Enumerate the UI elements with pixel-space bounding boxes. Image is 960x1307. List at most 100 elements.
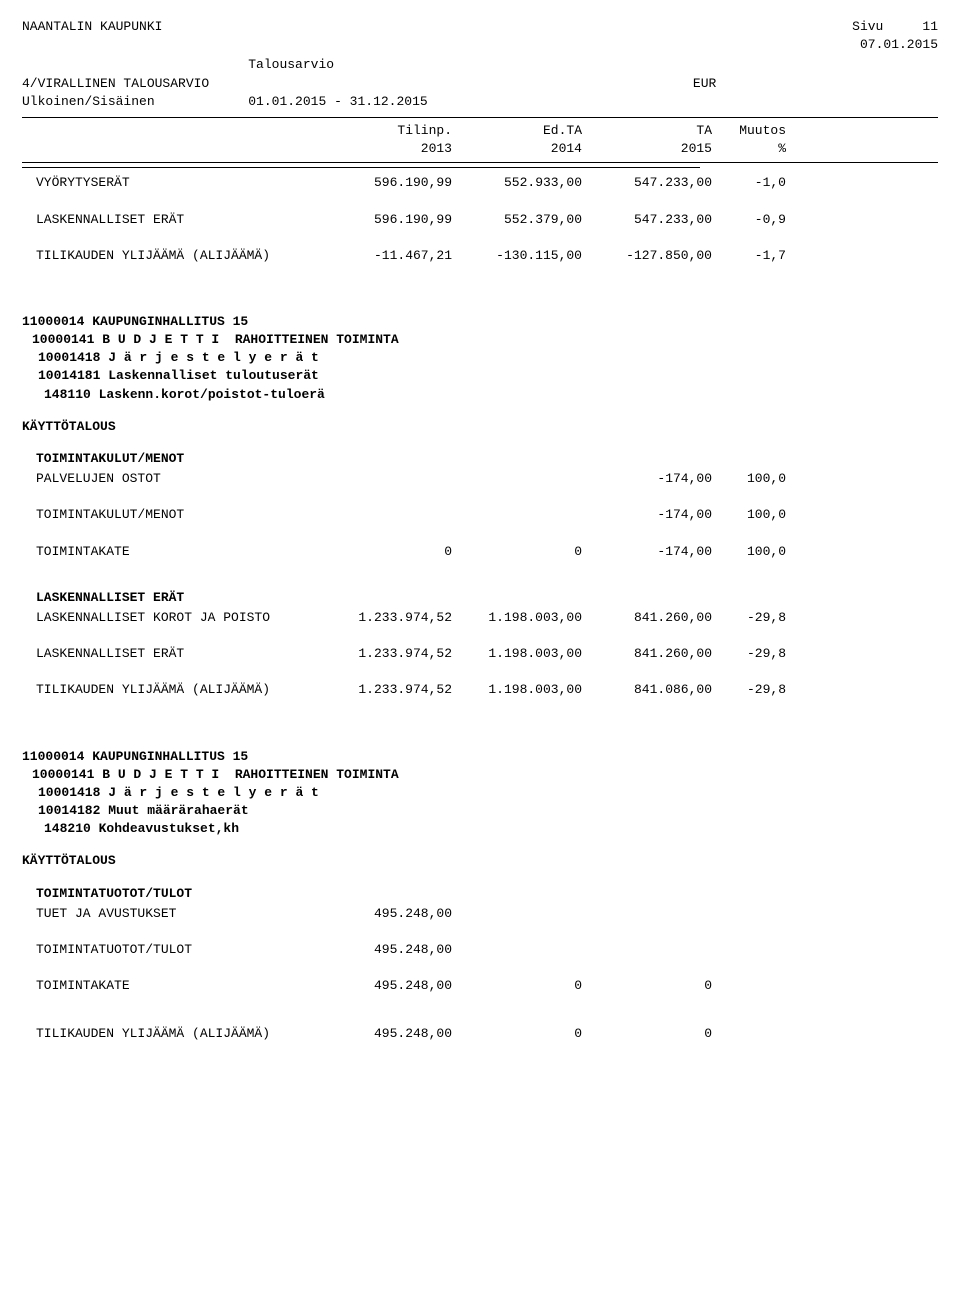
s1-l5: 148110 Laskenn.korot/poistot-tuloerä	[22, 386, 938, 404]
row-label: TOIMINTAKULUT/MENOT	[22, 506, 322, 524]
s2-group1: TOIMINTATUOTOT/TULOT TUET JA AVUSTUKSET4…	[22, 885, 938, 925]
row-c3: 547.233,00	[582, 174, 712, 192]
row-label: TOIMINTATUOTOT/TULOT	[22, 941, 322, 959]
row-c3: -174,00	[582, 543, 712, 561]
divider	[22, 162, 938, 163]
row-c4: 100,0	[712, 470, 792, 488]
s1-kt: KÄYTTÖTALOUS	[22, 418, 938, 436]
s1-l1: 11000014 KAUPUNGINHALLITUS 15	[22, 313, 938, 331]
row-label: LASKENNALLISET ERÄT	[22, 645, 322, 663]
s1-g2-title: LASKENNALLISET ERÄT	[22, 589, 938, 607]
row-c2: 0	[452, 1025, 582, 1043]
row-c4: -0,9	[712, 211, 792, 229]
row-c2: 1.198.003,00	[452, 645, 582, 663]
s1-rows1: PALVELUJEN OSTOT-174,00100,0	[22, 468, 938, 490]
s2-l1: 11000014 KAUPUNGINHALLITUS 15	[22, 748, 938, 766]
row-c1: 596.190,99	[322, 211, 452, 229]
s1-g1-title: TOIMINTAKULUT/MENOT	[22, 450, 938, 468]
table-row: VYÖRYTYSERÄT596.190,99552.933,00547.233,…	[22, 172, 938, 194]
s2-rows3: TILIKAUDEN YLIJÄÄMÄ (ALIJÄÄMÄ)495.248,00…	[22, 1023, 938, 1045]
row-c1: 1.233.974,52	[322, 645, 452, 663]
row-c4	[712, 1025, 792, 1043]
col-2015: 2015	[582, 140, 712, 158]
s1-l2: 10000141 B U D J E T T I RAHOITTEINEN TO…	[22, 331, 938, 349]
subheader: Talousarvio 4/VIRALLINEN TALOUSARVIO EUR…	[22, 56, 938, 111]
s1-l3: 10001418 J ä r j e s t e l y e r ä t	[22, 349, 938, 367]
row-c1: 495.248,00	[322, 1025, 452, 1043]
divider-short	[22, 167, 700, 168]
table-row: TOIMINTATUOTOT/TULOT495.248,00	[22, 939, 938, 961]
row-c2: 552.379,00	[452, 211, 582, 229]
row-c1	[322, 506, 452, 524]
row-label: PALVELUJEN OSTOT	[22, 470, 322, 488]
col-tilinp: Tilinp.	[322, 122, 452, 140]
s1-rows4: LASKENNALLISET ERÄT1.233.974,521.198.003…	[22, 643, 938, 701]
row-label: TOIMINTAKATE	[22, 543, 322, 561]
row-label: VYÖRYTYSERÄT	[22, 174, 322, 192]
row-c3: 0	[582, 1025, 712, 1043]
s1-group2: LASKENNALLISET ERÄT LASKENNALLISET KOROT…	[22, 589, 938, 629]
s2-l3: 10001418 J ä r j e s t e l y e r ä t	[22, 784, 938, 802]
s2-rows2: TOIMINTATUOTOT/TULOT495.248,00TOIMINTAKA…	[22, 939, 938, 997]
s1-rows2: TOIMINTAKULUT/MENOT-174,00100,0TOIMINTAK…	[22, 504, 938, 562]
row-c3: -127.850,00	[582, 247, 712, 265]
row-label: TOIMINTAKATE	[22, 977, 322, 995]
row-label: TILIKAUDEN YLIJÄÄMÄ (ALIJÄÄMÄ)	[22, 247, 322, 265]
row-c2	[452, 905, 582, 923]
page-header: NAANTALIN KAUPUNKI Sivu 11 07.01.2015	[22, 18, 938, 54]
s2-g1-title: TOIMINTATUOTOT/TULOT	[22, 885, 938, 903]
row-c3: -174,00	[582, 506, 712, 524]
s2-kt: KÄYTTÖTALOUS	[22, 852, 938, 870]
row-c4: -29,8	[712, 609, 792, 627]
section-2-header: 11000014 KAUPUNGINHALLITUS 15 10000141 B…	[22, 748, 938, 871]
row-c2: 552.933,00	[452, 174, 582, 192]
table-row: TILIKAUDEN YLIJÄÄMÄ (ALIJÄÄMÄ)495.248,00…	[22, 1023, 938, 1045]
page-label: Sivu	[852, 19, 883, 34]
row-c3	[582, 905, 712, 923]
table-row: LASKENNALLISET ERÄT596.190,99552.379,005…	[22, 209, 938, 231]
row-c1: 596.190,99	[322, 174, 452, 192]
row-c3: 547.233,00	[582, 211, 712, 229]
row-c3: 841.086,00	[582, 681, 712, 699]
row-c4: 100,0	[712, 543, 792, 561]
s2-l5: 148210 Kohdeavustukset,kh	[22, 820, 938, 838]
row-label: LASKENNALLISET KOROT JA POISTO	[22, 609, 322, 627]
row-label: TILIKAUDEN YLIJÄÄMÄ (ALIJÄÄMÄ)	[22, 681, 322, 699]
header-right: Sivu 11 07.01.2015	[852, 18, 938, 54]
table-row: TILIKAUDEN YLIJÄÄMÄ (ALIJÄÄMÄ)1.233.974,…	[22, 679, 938, 701]
divider	[22, 117, 938, 118]
top-rows-block: VYÖRYTYSERÄT596.190,99552.933,00547.233,…	[22, 172, 938, 267]
col-headers-row1: Tilinp. Ed.TA TA Muutos	[22, 122, 938, 140]
row-c1: 495.248,00	[322, 977, 452, 995]
row-c4	[712, 905, 792, 923]
col-headers-row2: 2013 2014 2015 %	[22, 140, 938, 158]
row-label: TUET JA AVUSTUKSET	[22, 905, 322, 923]
row-c2	[452, 470, 582, 488]
row-c2	[452, 941, 582, 959]
row-c1: -11.467,21	[322, 247, 452, 265]
s1-l4: 10014181 Laskennalliset tuloutuserät	[22, 367, 938, 385]
col-muutos: Muutos	[712, 122, 792, 140]
row-c4	[712, 941, 792, 959]
page-num: 11	[922, 19, 938, 34]
table-row: LASKENNALLISET KOROT JA POISTO1.233.974,…	[22, 607, 938, 629]
row-c2: 0	[452, 977, 582, 995]
col-2013: 2013	[322, 140, 452, 158]
row-label: TILIKAUDEN YLIJÄÄMÄ (ALIJÄÄMÄ)	[22, 1025, 322, 1043]
table-row: TOIMINTAKATE495.248,0000	[22, 975, 938, 997]
period: 01.01.2015 - 31.12.2015	[248, 94, 427, 109]
col-2014: 2014	[452, 140, 582, 158]
doc-title: Talousarvio	[248, 57, 334, 72]
row-c3	[582, 941, 712, 959]
row-c2: 1.198.003,00	[452, 681, 582, 699]
table-row: TOIMINTAKATE00-174,00100,0	[22, 541, 938, 563]
row-c4: -1,7	[712, 247, 792, 265]
table-row: LASKENNALLISET ERÄT1.233.974,521.198.003…	[22, 643, 938, 665]
row-c2: 1.198.003,00	[452, 609, 582, 627]
col-pct: %	[712, 140, 792, 158]
table-row: PALVELUJEN OSTOT-174,00100,0	[22, 468, 938, 490]
table-row: TOIMINTAKULUT/MENOT-174,00100,0	[22, 504, 938, 526]
section-1-header: 11000014 KAUPUNGINHALLITUS 15 10000141 B…	[22, 313, 938, 436]
row-c3: 841.260,00	[582, 609, 712, 627]
row-c4: -29,8	[712, 681, 792, 699]
